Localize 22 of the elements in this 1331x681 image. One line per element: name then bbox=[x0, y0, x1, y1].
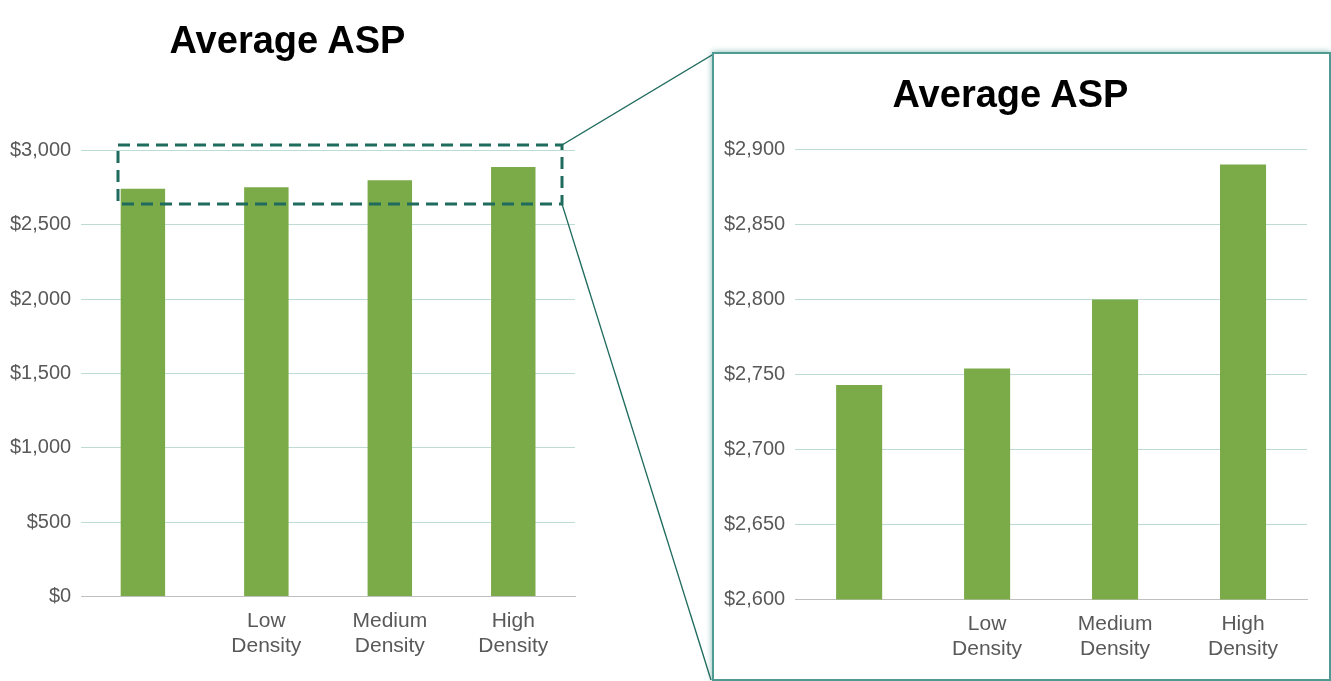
x-tick-label: Medium Density bbox=[352, 608, 428, 657]
y-tick-label: $2,700 bbox=[724, 437, 786, 460]
x-tick-label: Low Density bbox=[231, 608, 302, 657]
y-tick-label: $1,500 bbox=[10, 361, 72, 384]
chart-title: Average ASP bbox=[169, 19, 406, 62]
y-tick-label: $2,850 bbox=[724, 212, 786, 235]
y-tick-label: $1,000 bbox=[10, 435, 72, 458]
chart-title: Average ASP bbox=[892, 73, 1129, 116]
y-tick-label: $2,500 bbox=[10, 212, 72, 235]
y-tick-label: $500 bbox=[26, 509, 72, 532]
y-tick-label: $2,650 bbox=[724, 512, 786, 535]
x-tick-label: High Density bbox=[1208, 611, 1279, 660]
y-tick-label: $2,900 bbox=[724, 137, 786, 160]
y-tick-label: $2,600 bbox=[724, 587, 786, 610]
x-tick-label: Medium Density bbox=[1077, 611, 1153, 660]
x-tick-label: Low Density bbox=[952, 611, 1023, 660]
x-tick-label: High Density bbox=[478, 608, 549, 657]
y-tick-label: $2,800 bbox=[724, 287, 786, 310]
y-tick-label: $2,000 bbox=[10, 286, 72, 309]
y-tick-label: $3,000 bbox=[10, 138, 72, 161]
y-tick-label: $0 bbox=[48, 584, 72, 607]
y-tick-label: $2,750 bbox=[724, 362, 786, 385]
